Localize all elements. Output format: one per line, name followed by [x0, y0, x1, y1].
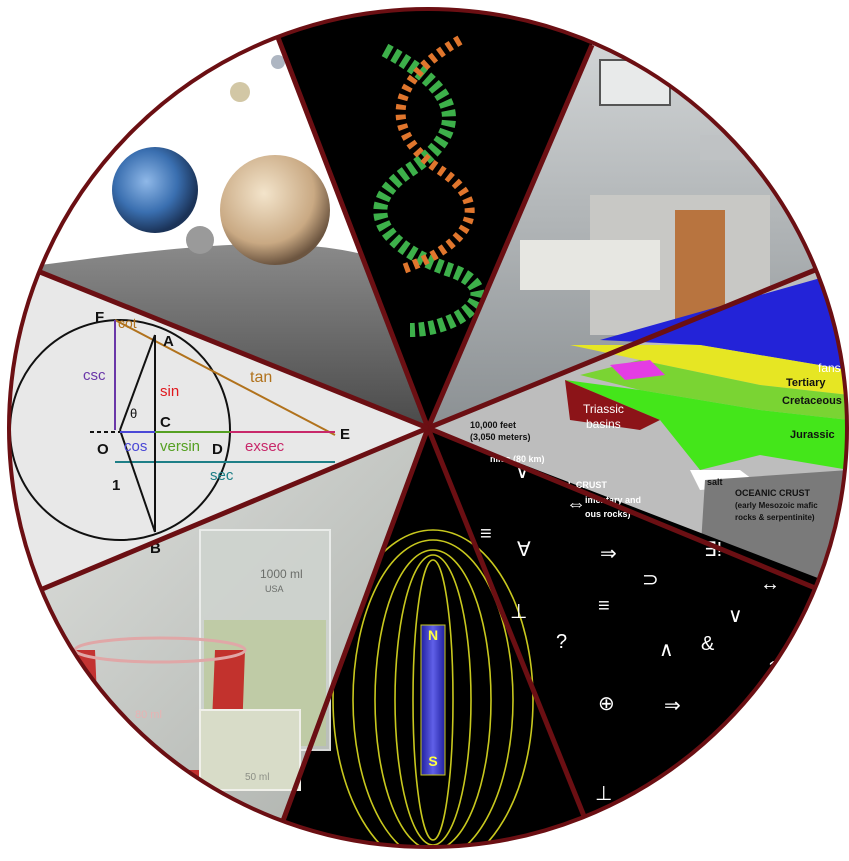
- magenta-lens: [610, 360, 665, 380]
- logic-symbol: ⊥: [595, 783, 612, 805]
- divider-3: [427, 265, 821, 431]
- trig-cot: cot: [118, 315, 137, 331]
- saturn-icon: [230, 82, 250, 102]
- tan-line: [114, 319, 336, 436]
- keyboard-terminal: [520, 240, 660, 290]
- logic-symbol: ↔: [760, 573, 780, 595]
- beaker-label-usa: USA: [265, 584, 284, 594]
- trig-sin: sin: [160, 383, 179, 400]
- moon-surface: [9, 244, 428, 428]
- triassic-basins: [565, 380, 660, 430]
- label-fans: fans: [818, 361, 841, 375]
- divider-4: [427, 425, 821, 593]
- planet-icon: [271, 55, 285, 69]
- trig-C: C: [160, 414, 171, 431]
- lab-window: [599, 59, 671, 106]
- logic-symbol: &: [701, 633, 715, 655]
- label-salt: salt: [707, 477, 723, 487]
- trig-tan: tan: [250, 369, 272, 386]
- logic-symbol: ∧: [659, 639, 674, 661]
- slice-dividers: [34, 34, 821, 847]
- beaker-label-1000: 1000 ml: [260, 567, 303, 581]
- logic-symbol: ≡: [598, 595, 610, 617]
- dna-helix-strand-icon: [395, 35, 475, 275]
- magnet-north-label: N: [428, 627, 438, 643]
- trig-theta: θ: [130, 406, 137, 421]
- beaker-label-50: 50 ml: [245, 772, 269, 783]
- label-triassic-2: basins: [586, 417, 621, 431]
- divider-5: [425, 427, 603, 847]
- logic-symbol: ⊻: [732, 747, 747, 769]
- logic-symbol: ?: [556, 631, 567, 653]
- trig-sec: sec: [210, 467, 234, 484]
- label-crust: L CRUST: [568, 480, 607, 490]
- slice-magnet: N S Inverse Edition: [270, 428, 600, 847]
- trig-B: B: [150, 540, 161, 557]
- geology-labels: fans Tertiary Cretaceous Jurassic Triass…: [470, 361, 842, 522]
- label-scale-2: (3,050 meters): [470, 432, 531, 442]
- slice-dna: [277, 9, 600, 428]
- trig-versin: versin: [160, 438, 200, 455]
- trig-F: F: [95, 309, 104, 326]
- bar-magnet: [420, 624, 446, 776]
- trig-exsec: exsec: [245, 438, 285, 455]
- desk: [700, 135, 810, 160]
- label-jurassic: Jurassic: [790, 429, 835, 441]
- beaker-label-80: 80 ml: [135, 709, 162, 721]
- jupiter-icon: [220, 155, 330, 265]
- tertiary-layer: [570, 345, 847, 395]
- trig-D: D: [212, 441, 223, 458]
- radius-line-oa: [119, 334, 156, 431]
- divider-1: [274, 34, 431, 429]
- red-beaker-rim: [73, 636, 247, 664]
- label-oceanic-3: rocks & serpentinite): [735, 513, 815, 522]
- logic-symbol: ∀: [517, 539, 531, 561]
- logic-symbol: ⇒: [664, 695, 681, 717]
- label-scale-1: 10,000 feet: [470, 420, 516, 430]
- trig-O: O: [97, 441, 109, 458]
- label-sed-2: ous rocks): [585, 509, 631, 519]
- geology-sky: [600, 270, 847, 370]
- trig-background: [9, 270, 428, 600]
- earth-icon: [112, 147, 198, 233]
- dna-helix-icon: [373, 43, 485, 337]
- label-triassic-1: Triassic: [583, 402, 624, 416]
- label-oceanic-2: (early Mesozoic mafic: [735, 501, 818, 510]
- label-cretaceous: Cretaceous: [782, 395, 842, 407]
- label-tertiary: Tertiary: [786, 377, 826, 389]
- label-sed-1: imentary and: [585, 495, 641, 505]
- radius-line-ob: [119, 429, 156, 533]
- divider-6: [267, 427, 431, 847]
- label-oceanic-1: OCEANIC CRUST: [735, 488, 811, 498]
- logic-symbol: ⇔: [566, 493, 586, 515]
- slice-trig: F cot A tan csc sin θ C O cos versin D e…: [9, 270, 428, 600]
- magnet-south-label: S: [428, 753, 437, 769]
- logic-symbol: ≡: [480, 523, 492, 545]
- small-moon-icon: [186, 226, 214, 254]
- divider-8: [34, 267, 429, 431]
- divider-2: [425, 44, 595, 429]
- logic-symbol: ⇒: [600, 543, 617, 565]
- trig-one: 1: [112, 477, 120, 494]
- divider-7: [39, 425, 429, 593]
- trig-A: A: [163, 333, 174, 350]
- trig-cos: cos: [124, 438, 147, 455]
- label-miles: niles (80 km): [490, 454, 545, 464]
- logic-symbol: ⊕: [598, 693, 615, 715]
- outer-border: [7, 7, 849, 849]
- jurassic-layer: [565, 380, 847, 470]
- logic-symbol: ⊥: [510, 601, 527, 623]
- trig-E: E: [340, 426, 350, 443]
- dna-background: [277, 9, 600, 428]
- logic-symbol: ⊃: [642, 569, 659, 591]
- trig-csc: csc: [83, 367, 106, 384]
- small-beaker: [199, 709, 301, 791]
- logic-symbol: ∨: [728, 605, 743, 627]
